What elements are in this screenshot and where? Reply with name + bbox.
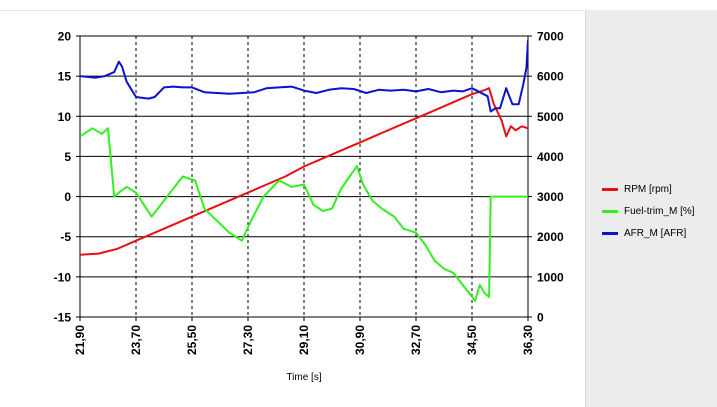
x-tick-label: 25,50: [185, 325, 199, 355]
right-tick-label: 6000: [537, 70, 564, 84]
right-tick-label: 4000: [537, 150, 564, 164]
legend-panel: RPM [rpm] Fuel-trim_M [%] AFR_M [AFR]: [585, 10, 717, 407]
series-line-afr-m: [80, 39, 528, 113]
left-tick-label: -5: [60, 230, 71, 244]
chart-plot: 20 15 10 5 0 -5 -10 -15 7000 6000 5000 4000 3000 2000…: [54, 30, 564, 384]
x-tick-label: 21,90: [73, 325, 87, 355]
left-tick-label: 10: [58, 110, 72, 124]
top-border: [0, 10, 585, 11]
series-line-fuel-trim-m: [80, 127, 528, 302]
legend-swatch-afr: [602, 231, 618, 235]
left-tick-label: 15: [58, 70, 72, 84]
right-tick-label: 5000: [537, 110, 564, 124]
series-line-rpm: [80, 87, 528, 256]
x-tick-label: 34,50: [465, 325, 479, 355]
right-tick-label: 2000: [537, 230, 564, 244]
legend-item-afr[interactable]: AFR_M [AFR]: [602, 226, 686, 240]
left-tick-label: -10: [54, 270, 72, 284]
legend-item-fuel-trim[interactable]: Fuel-trim_M [%]: [602, 204, 695, 218]
x-tick-label: 23,70: [129, 325, 143, 355]
plot-border: [79, 35, 529, 318]
left-tick-label: 20: [58, 30, 72, 44]
right-tick-label: 3000: [537, 190, 564, 204]
legend-swatch-rpm: [602, 187, 618, 191]
x-tick-label: 32,70: [409, 325, 423, 355]
x-tick-label: 30,90: [353, 325, 367, 355]
legend-item-rpm[interactable]: RPM [rpm]: [602, 182, 672, 196]
x-tick-label: 27,30: [241, 325, 255, 355]
right-tick-label: 0: [537, 311, 544, 325]
x-axis-label: Time [s]: [286, 372, 321, 383]
legend-label-rpm: RPM [rpm]: [624, 183, 672, 195]
right-tick-label: 1000: [537, 270, 564, 284]
left-tick-label: 5: [64, 150, 71, 164]
x-tick-label: 36,30: [521, 325, 535, 355]
legend-label-afr: AFR_M [AFR]: [624, 227, 687, 239]
right-tick-label: 7000: [537, 30, 564, 44]
left-tick-label: 0: [64, 190, 71, 204]
x-tick-label: 29,10: [297, 325, 311, 355]
legend-label-fuel-trim: Fuel-trim_M [%]: [624, 205, 695, 217]
left-tick-label: -15: [54, 311, 72, 325]
legend-swatch-fuel-trim: [602, 209, 618, 213]
